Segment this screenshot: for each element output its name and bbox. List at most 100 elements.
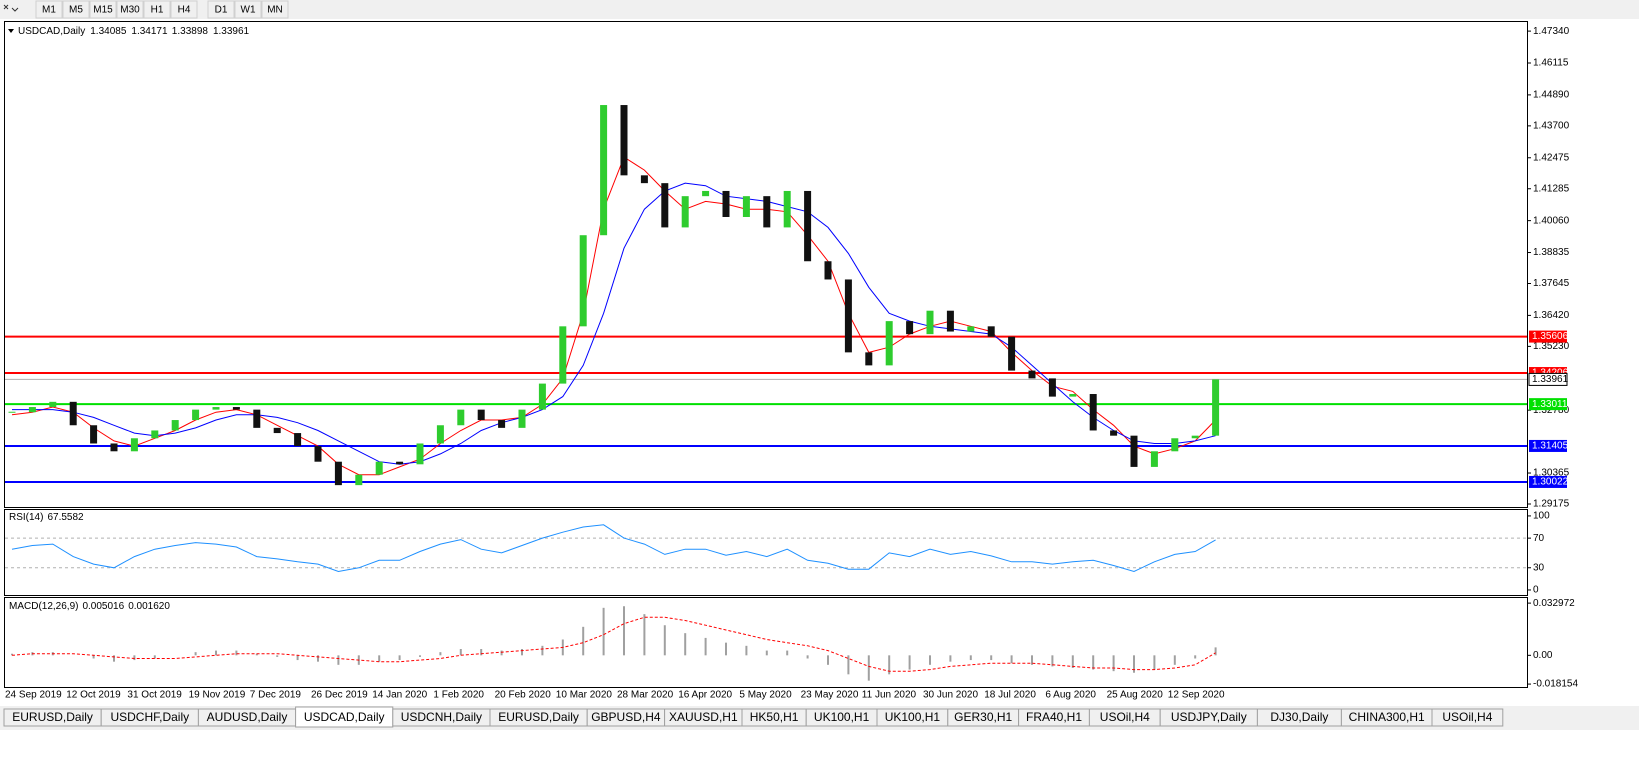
y-tick-label: 1.37645: [1533, 278, 1570, 289]
macd-panel: [4, 597, 1528, 688]
candle-body: [273, 427, 281, 434]
price-tag-label: 1.33011: [1532, 399, 1568, 410]
timeframe-button[interactable]: [170, 0, 198, 19]
candle-body: [69, 401, 77, 426]
toolbar-icon: [3, 4, 19, 12]
candle-body: [355, 474, 363, 486]
x-tick-label: 14 Jan 2020: [372, 690, 427, 701]
candle-body: [844, 279, 852, 353]
rsi-line: [11, 524, 1216, 573]
chart-tab-label: GER30,H1: [954, 710, 1012, 724]
candle-body: [1048, 378, 1056, 397]
timeframe-label: M1: [42, 5, 56, 16]
chart-tab-label: USDCNH,Daily: [401, 710, 482, 724]
timeframe-label: W1: [241, 5, 256, 16]
candle-body: [722, 190, 730, 217]
chart-tab-label: USDCHF,Daily: [110, 710, 189, 724]
timeframe-button[interactable]: [35, 0, 63, 19]
candle-body: [1150, 451, 1158, 467]
chart-tab-label: USDCAD,Daily: [304, 710, 385, 724]
candle-body: [1191, 435, 1199, 439]
chart-tab-label: CHINA300,H1: [1349, 710, 1425, 724]
timeframe-button[interactable]: [62, 0, 90, 19]
x-tick-label: 1 Feb 2020: [433, 690, 484, 701]
y-tick-label: 100: [1533, 511, 1550, 522]
candle-body: [865, 352, 873, 366]
y-tick-label: -0.018154: [1533, 679, 1578, 690]
timeframe-button[interactable]: [207, 0, 235, 19]
candle-body: [559, 326, 567, 384]
candle-body: [314, 446, 322, 462]
candle-body: [763, 196, 771, 228]
price-tag: [1529, 330, 1567, 343]
candle-body: [1089, 394, 1097, 431]
chart-header: USDCAD,Daily 1.34085 1.34171 1.33898 1.33961: [18, 26, 250, 37]
candle-body: [49, 401, 57, 408]
candle-body: [742, 196, 750, 217]
y-tick-label: 1.38835: [1533, 247, 1570, 258]
candle-body: [253, 409, 261, 428]
timeframe-label: H1: [151, 5, 164, 16]
indicator-name: RSI(14): [9, 512, 43, 523]
y-tick-label: 1.46115: [1533, 58, 1569, 69]
chart-tab-label: USOil,H4: [1442, 710, 1492, 724]
indicator-value: 0.001620: [128, 601, 170, 612]
candle-body: [579, 235, 587, 327]
y-tick-label: 70: [1533, 533, 1545, 544]
y-tick-label: 30: [1533, 562, 1545, 573]
candle-body: [1212, 379, 1220, 436]
indicator-header: MACD(12,26,9) 0.005016 0.001620: [9, 601, 170, 612]
timeframe-button[interactable]: [89, 0, 117, 19]
candle-body: [967, 326, 975, 332]
y-tick-label: 1.47340: [1533, 26, 1570, 37]
candle-body: [498, 420, 506, 428]
timeframe-label: MN: [267, 5, 283, 16]
candle-body: [396, 461, 404, 465]
indicator-name: MACD(12,26,9): [9, 601, 78, 612]
candle-body: [681, 196, 689, 228]
timeframe-button[interactable]: [234, 0, 262, 19]
candle-body: [1008, 336, 1016, 371]
ohlc-value: 1.34171: [131, 26, 168, 37]
x-tick-label: 26 Dec 2019: [311, 690, 368, 701]
candle-body: [804, 190, 812, 262]
chart-tab-label: USOil,H4: [1100, 710, 1150, 724]
candle-body: [1110, 430, 1118, 436]
chart-tab-label: EURUSD,Daily: [12, 710, 93, 724]
timeframe-label: M5: [69, 5, 83, 16]
x-tick-label: 10 Mar 2020: [556, 690, 613, 701]
candle-body: [946, 310, 954, 332]
timeframe-button[interactable]: [143, 0, 171, 19]
price-panel: [4, 21, 1528, 508]
candle-body: [620, 105, 628, 176]
candle-body: [130, 438, 138, 452]
y-tick-label: 0.00: [1533, 650, 1553, 661]
x-tick-label: 19 Nov 2019: [189, 690, 246, 701]
candle-body: [885, 321, 893, 366]
indicator-value: 0.005016: [82, 601, 124, 612]
y-tick-label: 1.30365: [1533, 468, 1570, 479]
candle-body: [334, 461, 342, 486]
indicator-value: 67.5582: [47, 512, 84, 523]
price-tag-label: 1.31405: [1532, 441, 1569, 452]
timeframe-label: H4: [178, 5, 191, 16]
timeframe-button[interactable]: [261, 0, 289, 19]
price-tag-label: 1.30022: [1532, 477, 1569, 488]
candle-body: [702, 190, 710, 197]
rsi-panel: [4, 509, 1528, 596]
y-tick-label: 1.41285: [1533, 183, 1570, 194]
x-tick-label: 28 Mar 2020: [617, 690, 674, 701]
timeframe-button[interactable]: [116, 0, 144, 19]
candle-body: [824, 261, 832, 280]
candle-body: [987, 326, 995, 337]
x-tick-label: 5 May 2020: [739, 690, 792, 701]
x-tick-label: 31 Oct 2019: [127, 690, 182, 701]
x-tick-label: 7 Dec 2019: [250, 690, 302, 701]
x-tick-label: 25 Aug 2020: [1107, 690, 1164, 701]
candle-body: [90, 425, 98, 444]
price-tag: [1529, 398, 1567, 411]
timeframe-label: D1: [215, 5, 228, 16]
chart-tab[interactable]: [1431, 708, 1504, 727]
candle-body: [906, 321, 914, 335]
y-tick-label: 1.36420: [1533, 310, 1570, 321]
